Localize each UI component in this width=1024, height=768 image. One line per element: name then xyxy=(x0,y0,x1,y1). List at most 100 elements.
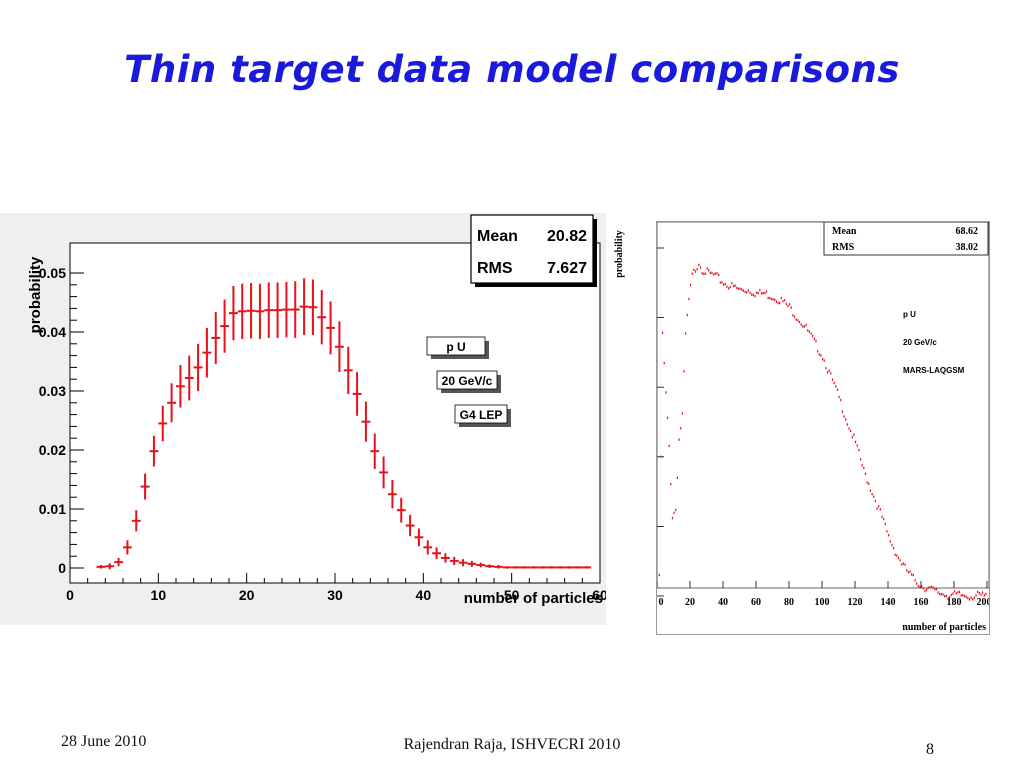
data-point xyxy=(123,540,132,555)
data-point xyxy=(714,272,716,275)
data-point xyxy=(676,476,678,480)
chart-mars-laqgsm-panel: 02040608010012014016018020000.0020.0040.… xyxy=(614,221,992,635)
y-tick-label: 0.01 xyxy=(39,501,66,517)
data-point xyxy=(734,284,736,287)
data-point xyxy=(932,586,934,589)
stat-mean-value: 20.82 xyxy=(547,228,587,245)
stats-box: Mean 68.62 RMS 38.02 xyxy=(823,221,989,256)
data-point xyxy=(886,530,888,533)
data-point xyxy=(520,566,530,569)
data-point xyxy=(760,292,763,295)
data-point xyxy=(775,300,777,303)
x-tick-label: 10 xyxy=(151,587,167,603)
x-tick-label: 20 xyxy=(685,597,695,608)
data-point xyxy=(701,272,703,275)
stat-mean-label: Mean xyxy=(477,228,518,245)
plot-frame xyxy=(656,221,990,589)
data-point xyxy=(724,282,726,286)
data-point xyxy=(273,282,282,338)
data-point xyxy=(797,319,799,322)
data-point xyxy=(723,283,725,286)
x-tick-label: 20 xyxy=(239,587,255,603)
data-point xyxy=(458,559,468,567)
data-point xyxy=(511,566,521,569)
data-point xyxy=(922,587,924,590)
data-point xyxy=(863,466,865,470)
data-point xyxy=(879,508,881,511)
data-point xyxy=(808,330,810,333)
data-point xyxy=(945,594,947,598)
data-point xyxy=(855,440,857,444)
x-axis-label: number of particles xyxy=(464,590,603,607)
x-tick-label: 50 xyxy=(504,587,520,603)
annotation-model: MARS-LAQGSM xyxy=(903,366,965,375)
data-point xyxy=(861,464,863,467)
data-point xyxy=(343,346,353,394)
y-axis-label: probability xyxy=(27,256,44,333)
data-point xyxy=(744,290,746,294)
data-point xyxy=(668,444,670,448)
data-point xyxy=(850,429,852,433)
data-point xyxy=(704,272,707,276)
data-point xyxy=(494,565,503,569)
data-point xyxy=(787,304,789,307)
data-point xyxy=(911,573,913,576)
data-point xyxy=(727,287,730,290)
data-point xyxy=(696,268,698,271)
y-tick-label: 0.03 xyxy=(39,383,66,399)
x-tick-label: 0 xyxy=(66,587,74,603)
footer-author: Rajendran Raja, ISHVECRI 2010 xyxy=(403,736,621,753)
data-point xyxy=(658,573,660,577)
data-point xyxy=(924,589,926,593)
data-point xyxy=(237,283,247,340)
data-point xyxy=(894,553,896,556)
data-point xyxy=(897,556,900,560)
data-point xyxy=(888,534,890,537)
data-point xyxy=(949,596,951,599)
data-point xyxy=(502,566,512,569)
stat-mean-label: Mean xyxy=(832,226,857,237)
annotation-particle: p U xyxy=(903,310,916,319)
data-point xyxy=(779,301,781,305)
data-point xyxy=(681,412,683,415)
data-point xyxy=(699,266,702,269)
data-point xyxy=(703,272,705,275)
annotation-model: G4 LEP xyxy=(454,404,511,427)
data-point xyxy=(812,334,814,338)
data-point xyxy=(673,511,675,514)
data-point xyxy=(942,593,944,596)
y-axis-label-holder: probability xyxy=(614,230,625,278)
data-point xyxy=(759,288,761,292)
data-point xyxy=(856,444,858,447)
data-point xyxy=(846,423,848,426)
data-point xyxy=(529,566,539,569)
y-tick-label: 0 xyxy=(58,560,66,576)
data-point xyxy=(878,504,880,508)
data-point xyxy=(388,480,397,509)
x-tick-label: 180 xyxy=(947,597,962,608)
chart-mars-laqgsm: 02040608010012014016018020000.0020.0040.… xyxy=(627,221,992,633)
data-point xyxy=(884,522,886,526)
data-point xyxy=(573,566,583,569)
footer-date: 28 June 2010 xyxy=(61,733,147,750)
data-point xyxy=(957,591,959,594)
data-point xyxy=(848,427,850,430)
annotation-particle: p U xyxy=(426,336,489,359)
x-tick-label: 100 xyxy=(815,597,830,608)
data-point xyxy=(423,540,433,555)
data-point xyxy=(944,595,946,598)
x-tick-label: 40 xyxy=(416,587,432,603)
data-point xyxy=(739,287,741,290)
data-point xyxy=(954,589,956,593)
x-tick-label: 160 xyxy=(914,597,929,608)
data-point xyxy=(795,318,797,321)
chart-g4-lep-panel: 0 10 20 30 40 50 60 0 0.01 0.02 0.03 0.04 0.05 Mean … xyxy=(0,213,608,625)
data-point xyxy=(963,594,966,598)
data-point xyxy=(980,593,982,596)
data-point xyxy=(883,517,885,521)
data-point xyxy=(665,391,667,394)
data-point xyxy=(972,598,974,601)
data-point xyxy=(822,357,824,361)
data-point xyxy=(414,528,424,547)
data-point xyxy=(810,332,812,335)
